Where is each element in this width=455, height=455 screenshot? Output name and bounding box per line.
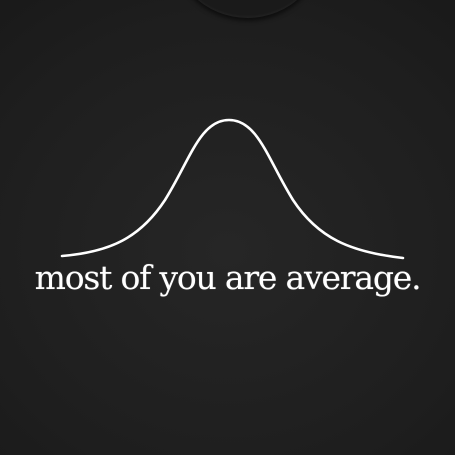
slogan-text: most of you are average. <box>34 258 422 297</box>
bell-curve-line <box>60 118 405 260</box>
